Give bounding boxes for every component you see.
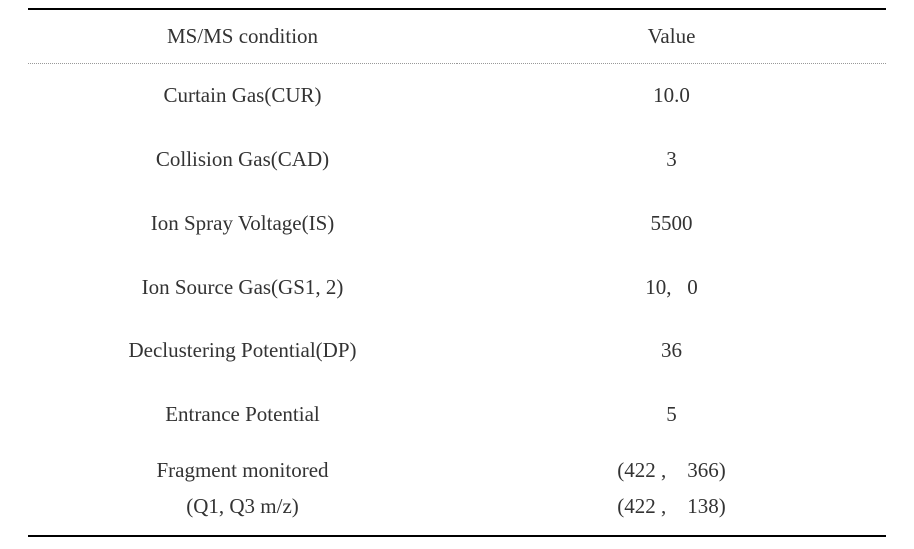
- cell-value-multiline: (422 , 366) (422 , 138): [457, 447, 886, 537]
- header-value: Value: [457, 9, 886, 64]
- value-line-2: (422 , 138): [457, 489, 886, 525]
- cell-condition: Collision Gas(CAD): [28, 128, 457, 192]
- cell-condition: Ion Spray Voltage(IS): [28, 192, 457, 256]
- table-row: Ion Source Gas(GS1, 2) 10, 0: [28, 255, 886, 319]
- cell-condition-multiline: Fragment monitored (Q1, Q3 m/z): [28, 447, 457, 537]
- msms-conditions-table: MS/MS condition Value Curtain Gas(CUR) 1…: [28, 8, 886, 537]
- cell-condition: Curtain Gas(CUR): [28, 64, 457, 128]
- header-condition: MS/MS condition: [28, 9, 457, 64]
- cell-value: 36: [457, 319, 886, 383]
- cell-value: 3: [457, 128, 886, 192]
- table-row: Declustering Potential(DP) 36: [28, 319, 886, 383]
- cell-value: 5500: [457, 192, 886, 256]
- table-row: Curtain Gas(CUR) 10.0: [28, 64, 886, 128]
- cell-value: 10.0: [457, 64, 886, 128]
- table-row: Entrance Potential 5: [28, 383, 886, 447]
- cell-value: 10, 0: [457, 255, 886, 319]
- condition-line-2: (Q1, Q3 m/z): [28, 489, 457, 525]
- table-row: Collision Gas(CAD) 3: [28, 128, 886, 192]
- table-row-multiline: Fragment monitored (Q1, Q3 m/z) (422 , 3…: [28, 447, 886, 537]
- condition-line-1: Fragment monitored: [28, 453, 457, 489]
- cell-condition: Entrance Potential: [28, 383, 457, 447]
- cell-value: 5: [457, 383, 886, 447]
- value-line-1: (422 , 366): [457, 453, 886, 489]
- msms-conditions-table-container: MS/MS condition Value Curtain Gas(CUR) 1…: [0, 0, 914, 549]
- cell-condition: Ion Source Gas(GS1, 2): [28, 255, 457, 319]
- table-row: Ion Spray Voltage(IS) 5500: [28, 192, 886, 256]
- cell-condition: Declustering Potential(DP): [28, 319, 457, 383]
- table-header-row: MS/MS condition Value: [28, 9, 886, 64]
